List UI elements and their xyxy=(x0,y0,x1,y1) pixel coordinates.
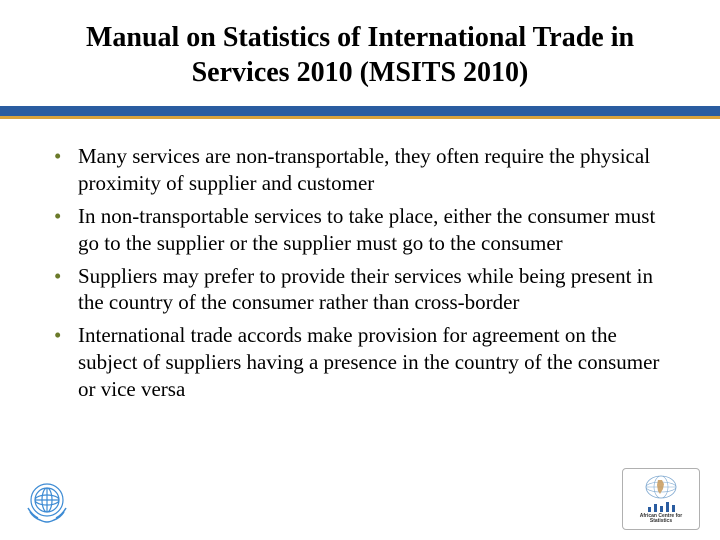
list-item: Many services are non-transportable, the… xyxy=(44,143,676,197)
african-logo-caption: African Centre for Statistics xyxy=(640,514,683,525)
list-item: Suppliers may prefer to provide their se… xyxy=(44,263,676,317)
bullet-list: Many services are non-transportable, the… xyxy=(44,143,676,403)
caption-line: Statistics xyxy=(640,519,683,525)
list-item: In non-transportable services to take pl… xyxy=(44,203,676,257)
un-logo-icon xyxy=(20,478,74,526)
content-area: Many services are non-transportable, the… xyxy=(0,119,720,403)
stats-bars-icon xyxy=(648,502,675,512)
list-item: International trade accords make provisi… xyxy=(44,322,676,403)
blue-separator-bar xyxy=(0,106,720,116)
african-centre-logo-icon: African Centre for Statistics xyxy=(622,468,700,530)
title-band: Manual on Statistics of International Tr… xyxy=(0,0,720,106)
slide-title: Manual on Statistics of International Tr… xyxy=(40,20,680,90)
africa-globe-icon xyxy=(644,474,678,500)
